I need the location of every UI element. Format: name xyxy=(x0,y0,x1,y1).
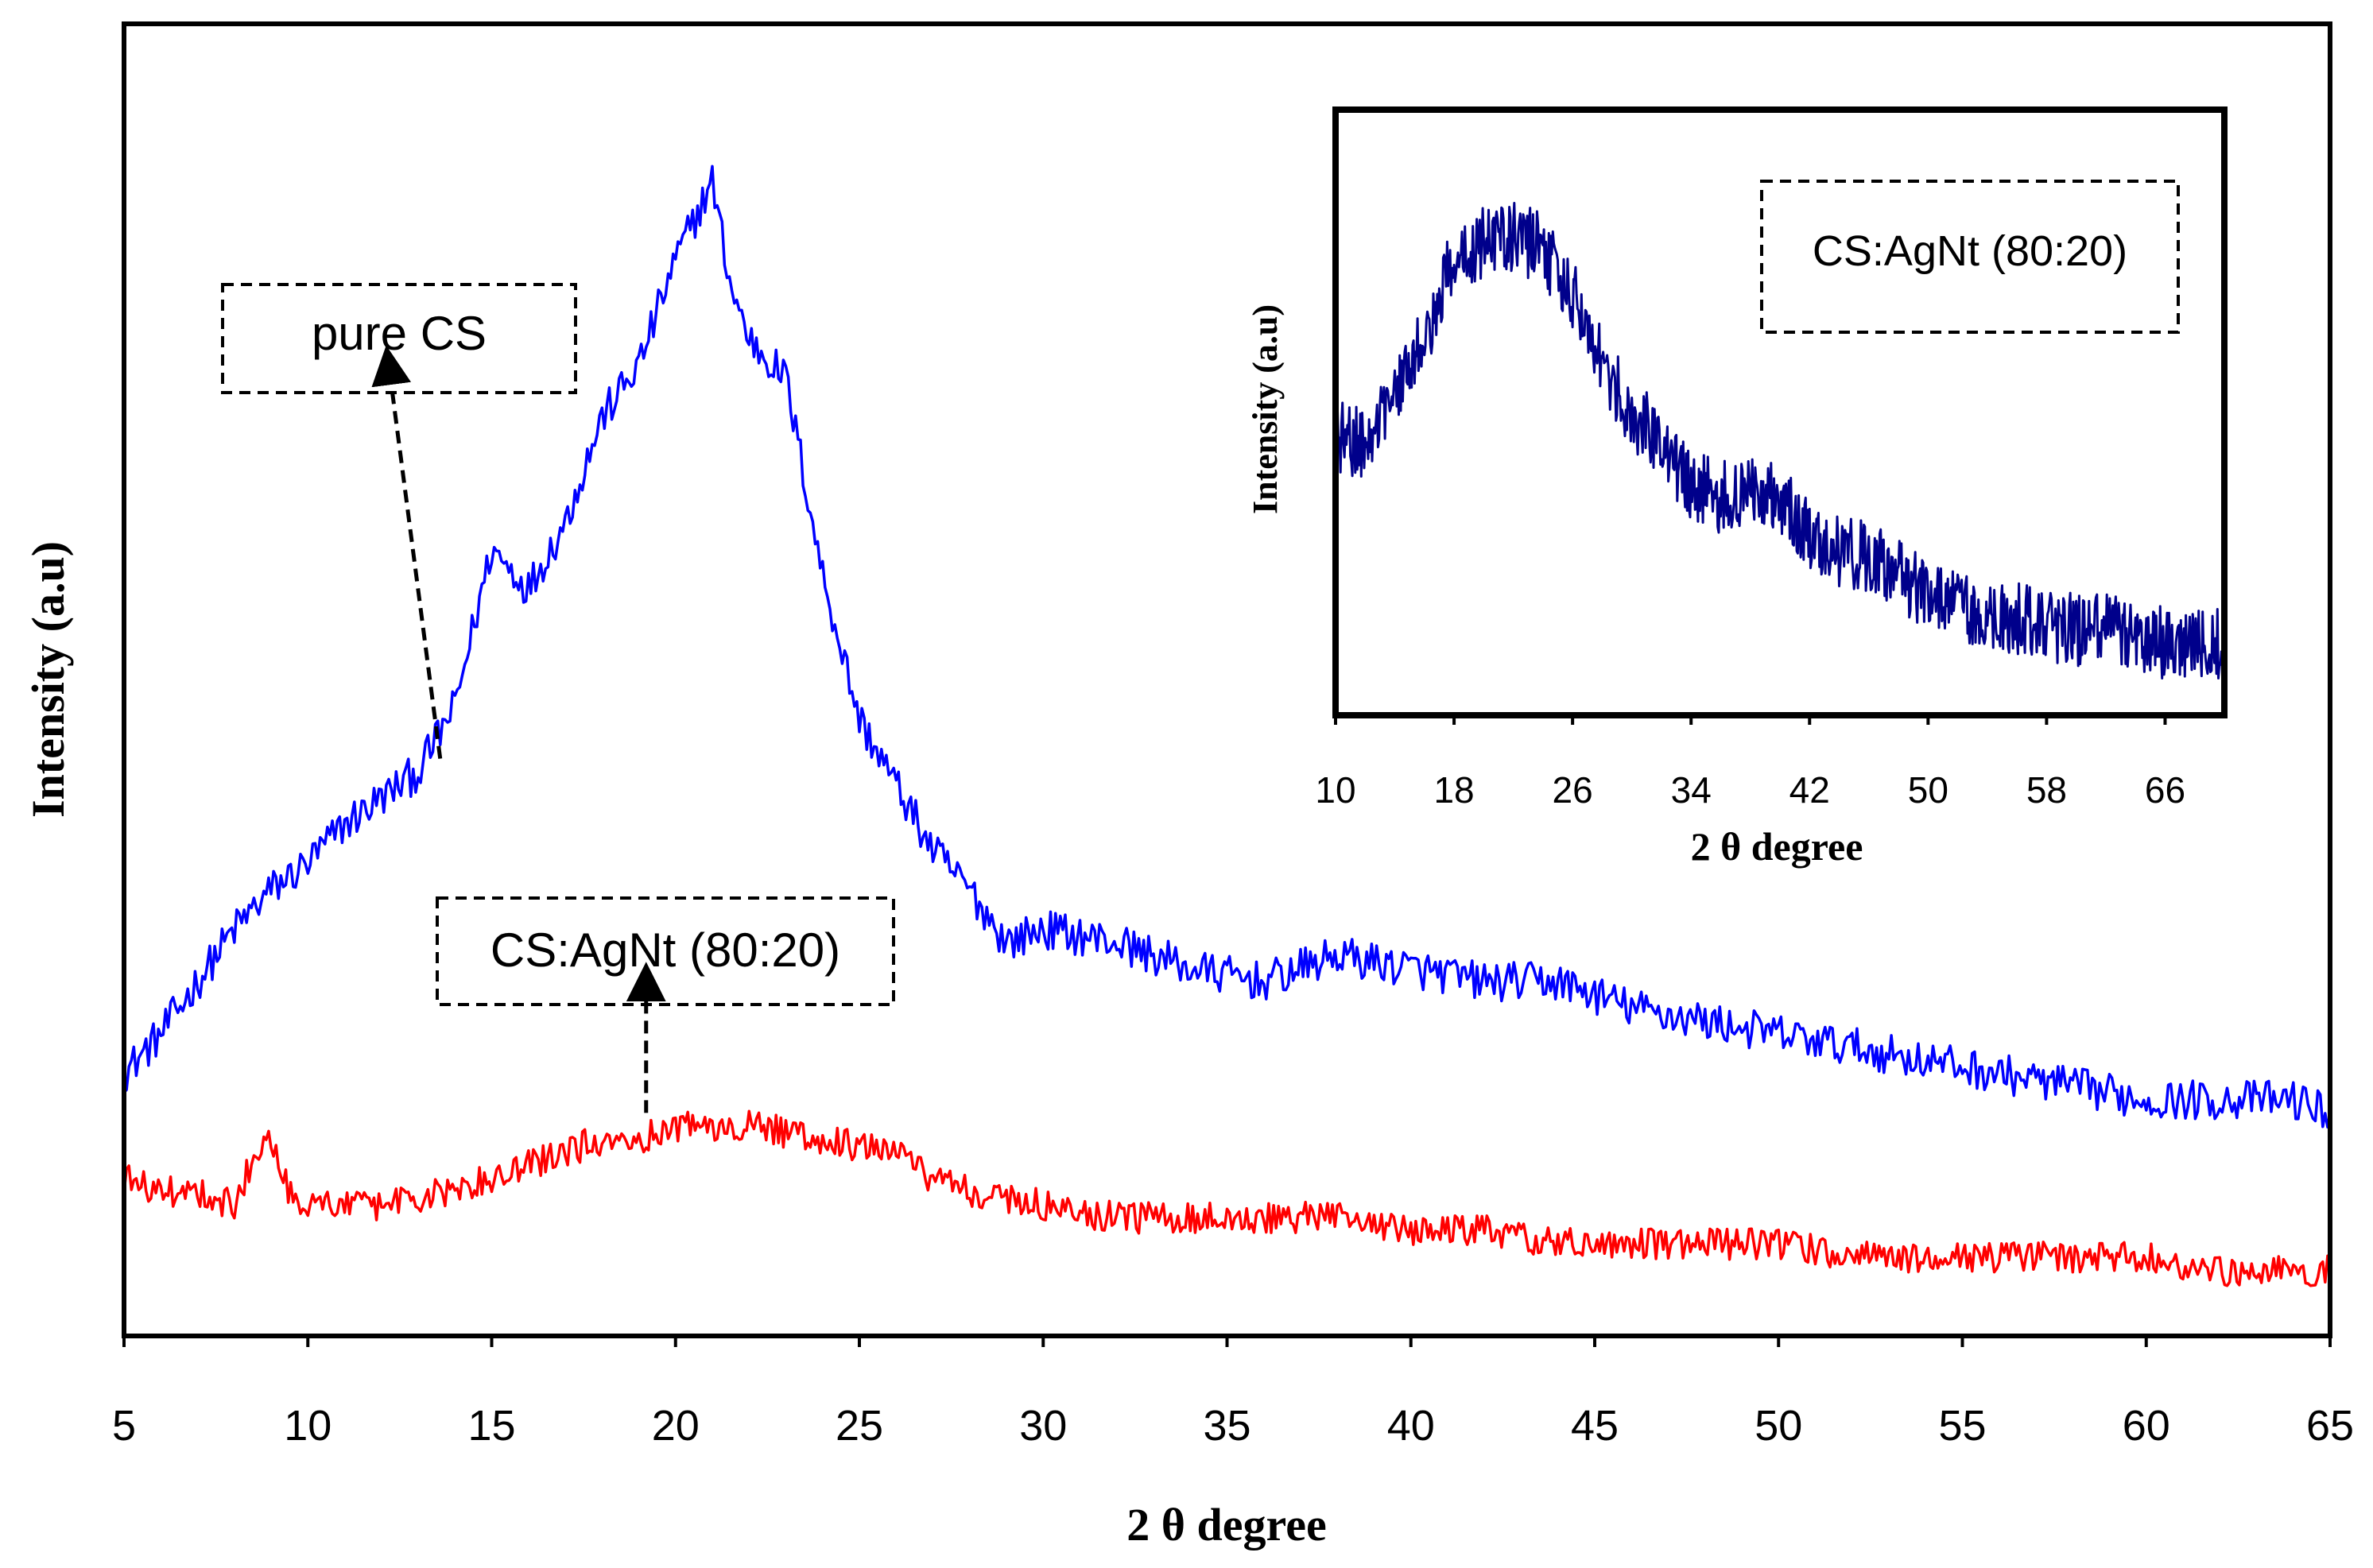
inset-y-axis-title: Intensity (a.u) xyxy=(1246,304,1285,514)
inset-x-tick-label: 34 xyxy=(1671,769,1712,811)
main-x-tick-label: 5 xyxy=(112,1402,136,1450)
inset-plot-frame xyxy=(1332,106,2228,718)
main-x-tick-label: 65 xyxy=(2306,1402,2354,1450)
inset-x-tick-label: 58 xyxy=(2026,769,2067,811)
main-x-axis-title: 2 θ degree xyxy=(1126,1499,1326,1551)
main-series-layer xyxy=(122,165,2332,1287)
pure-cs-label: pure CS xyxy=(312,307,487,360)
inset-series-cs-agnt-80-20- xyxy=(1334,202,2226,679)
main-x-tick-label: 45 xyxy=(1571,1402,1619,1450)
cs-agnt-label: CS:AgNt (80:20) xyxy=(490,923,840,977)
inset-x-tick-label: 26 xyxy=(1553,769,1593,811)
inset-chart: 10 18 26 34 42 50 58 66 CS:AgNt (80:20) 2 θ deg… xyxy=(1246,106,2228,869)
inset-x-axis-title: 2 θ degree xyxy=(1691,824,1863,869)
inset-series-layer xyxy=(1334,202,2226,679)
main-x-tick-label: 60 xyxy=(2123,1402,2170,1450)
main-x-tick-label: 10 xyxy=(284,1402,332,1450)
main-series-pure-cs xyxy=(122,165,2332,1129)
main-x-axis: 5 10 15 20 25 30 35 40 45 50 55 60 65 xyxy=(112,1336,2354,1450)
inset-x-tick-label: 10 xyxy=(1315,769,1355,811)
main-series-cs-agnt-80-20- xyxy=(122,1109,2332,1287)
inset-x-tick-label: 50 xyxy=(1908,769,1948,811)
inset-x-tick-label: 42 xyxy=(1789,769,1830,811)
main-x-tick-label: 40 xyxy=(1387,1402,1435,1450)
main-x-tick-label: 25 xyxy=(836,1402,883,1450)
main-x-tick-label: 30 xyxy=(1019,1402,1067,1450)
pure-cs-arrow xyxy=(371,345,443,759)
inset-x-tick-label: 66 xyxy=(2145,769,2185,811)
inset-x-tick-label: 18 xyxy=(1433,769,1474,811)
inset-legend-label: CS:AgNt (80:20) xyxy=(1813,227,2127,275)
main-x-tick-label: 35 xyxy=(1203,1402,1250,1450)
main-x-tick-label: 15 xyxy=(467,1402,515,1450)
main-x-tick-label: 50 xyxy=(1755,1402,1802,1450)
main-x-tick-label: 55 xyxy=(1938,1402,1986,1450)
main-x-tick-label: 20 xyxy=(652,1402,700,1450)
main-y-axis-title: Intensity (a.u) xyxy=(22,541,74,818)
inset-x-axis: 10 18 26 34 42 50 58 66 xyxy=(1315,715,2185,811)
main-chart: 5 10 15 20 25 30 35 40 45 50 55 60 65 2 θ degree Int… xyxy=(22,21,2354,1551)
inset-legend-box xyxy=(1760,180,2180,334)
